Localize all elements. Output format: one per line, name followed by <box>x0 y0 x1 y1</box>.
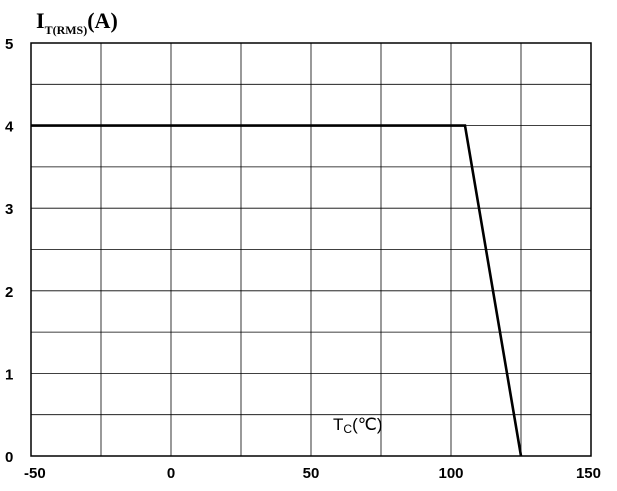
x-tick-labels: -50 0 50 100 150 <box>24 465 601 482</box>
x-tick-label: 50 <box>303 465 320 482</box>
x-axis-label-unit: (℃) <box>352 415 382 434</box>
y-tick-label: 3 <box>5 201 13 218</box>
x-tick-label: 150 <box>576 465 601 482</box>
x-axis-label: TC(℃) <box>333 415 382 436</box>
series-group <box>31 124 523 457</box>
y-tick-labels: 0 1 2 3 4 5 <box>5 36 14 466</box>
x-tick-label: 100 <box>438 465 463 482</box>
y-tick-label: 1 <box>5 366 13 383</box>
y-tick-label: 0 <box>5 449 13 466</box>
y-tick-label: 2 <box>5 284 13 301</box>
x-axis-label-main: T <box>333 415 343 434</box>
x-axis-label-sub: C <box>343 422 352 436</box>
y-tick-label: 5 <box>5 36 13 53</box>
y-axis-label-unit: (A) <box>87 8 118 33</box>
x-tick-label: 0 <box>167 465 175 482</box>
x-tick-label: -50 <box>24 465 46 482</box>
y-axis-label-main: I <box>36 8 45 33</box>
y-axis-label-sub: T(RMS) <box>45 23 88 37</box>
y-axis-label: IT(RMS)(A) <box>36 8 118 37</box>
grid-lines <box>30 42 592 457</box>
plot-frame <box>30 42 592 457</box>
series-line <box>31 124 523 457</box>
y-tick-label: 4 <box>5 119 14 136</box>
